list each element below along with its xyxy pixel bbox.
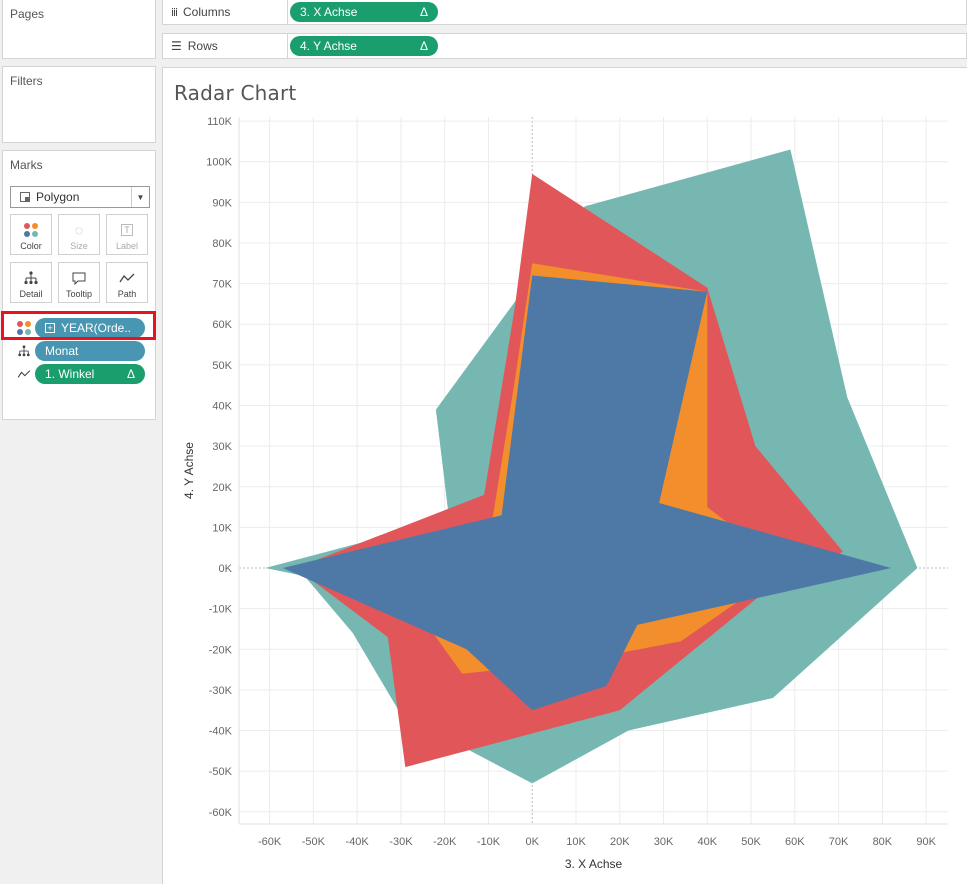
- winkel-pill-label: 1. Winkel: [45, 367, 95, 381]
- pages-title: Pages: [10, 7, 45, 21]
- size-icon: ◌: [74, 222, 84, 238]
- columns-shelf-label: ⅲ Columns: [171, 5, 230, 19]
- y-tick-label: -60K: [209, 807, 233, 819]
- columns-label: Columns: [183, 5, 231, 19]
- path-icon: [119, 269, 135, 287]
- y-tick-label: 110K: [207, 116, 233, 128]
- y-tick-label: 10K: [212, 522, 232, 534]
- columns-shelf[interactable]: ⅲ Columns 3. X Achse Δ: [162, 0, 967, 25]
- x-tick-label: 90K: [916, 836, 936, 848]
- path-shelf-icon: [15, 369, 33, 379]
- color-field-row: + YEAR(Orde..: [15, 318, 145, 338]
- path-field-row: 1. Winkel Δ: [15, 364, 145, 384]
- size-button[interactable]: ◌ Size: [58, 214, 100, 255]
- detail-button[interactable]: Detail: [10, 262, 52, 303]
- delta-icon: Δ: [126, 367, 135, 381]
- tooltip-label: Tooltip: [65, 289, 92, 299]
- x-tick-label: 30K: [654, 836, 674, 848]
- color-shelf-icon: [15, 321, 33, 335]
- marks-panel: Marks Polygon ▼ Color ◌ Size T Label Det…: [2, 150, 156, 420]
- axis-layer: -60K -50K -40K -30K -20K -10K 0K 10K 20K 30K 40K 50…: [206, 116, 948, 848]
- y-achse-pill[interactable]: 4. Y Achse Δ: [290, 36, 438, 56]
- x-tick-label: 60K: [785, 836, 805, 848]
- size-label: Size: [70, 241, 88, 251]
- mark-type-value: Polygon: [36, 190, 80, 204]
- chart-title[interactable]: Radar Chart: [174, 81, 297, 105]
- color-button[interactable]: Color: [10, 214, 52, 255]
- x-tick-label: -60K: [258, 836, 282, 848]
- x-tick-label: -30K: [389, 836, 413, 848]
- color-icon: [24, 221, 38, 239]
- label-label: Label: [115, 241, 139, 251]
- year-order-pill-label: YEAR(Orde..: [61, 321, 132, 335]
- tooltip-button[interactable]: Tooltip: [58, 262, 100, 303]
- columns-icon: ⅲ: [171, 6, 178, 19]
- series-layer: [265, 149, 918, 784]
- highlight-annotation: [1, 311, 156, 340]
- path-button[interactable]: Path: [106, 262, 148, 303]
- x-tick-label: 0K: [525, 836, 539, 848]
- y-tick-label: 50K: [212, 360, 232, 372]
- y-tick-label: 60K: [212, 319, 232, 331]
- filters-panel[interactable]: Filters: [2, 66, 156, 143]
- detail-icon: [24, 269, 38, 287]
- y-axis-title[interactable]: 4. Y Achse: [182, 442, 196, 499]
- chevron-down-icon[interactable]: ▼: [131, 187, 149, 207]
- x-tick-label: 70K: [829, 836, 849, 848]
- chart-view[interactable]: -60K -50K -40K -30K -20K -10K 0K 10K 20K 30K 40K 50…: [162, 67, 967, 884]
- y-tick-label: 0K: [219, 563, 233, 575]
- radar-polygon-4[interactable]: [282, 275, 892, 711]
- y-tick-label: 80K: [212, 238, 232, 250]
- x-tick-label: 20K: [610, 836, 630, 848]
- rows-icon: ☰: [171, 39, 182, 53]
- y-tick-label: -30K: [209, 685, 233, 697]
- x-tick-label: -10K: [477, 836, 501, 848]
- delta-icon: Δ: [419, 5, 428, 19]
- mark-type-dropdown[interactable]: Polygon ▼: [10, 186, 150, 208]
- x-tick-label: -50K: [302, 836, 326, 848]
- y-tick-label: 100K: [206, 157, 232, 169]
- x-tick-label: 10K: [566, 836, 586, 848]
- path-label: Path: [117, 289, 137, 299]
- detail-field-row: Monat: [15, 341, 145, 361]
- y-tick-label: 30K: [212, 441, 232, 453]
- rows-label: Rows: [187, 39, 218, 53]
- pages-panel[interactable]: Pages: [2, 0, 156, 59]
- y-tick-label: -10K: [209, 604, 233, 616]
- y-tick-label: -20K: [209, 644, 233, 656]
- x-achse-pill[interactable]: 3. X Achse Δ: [290, 2, 438, 22]
- color-label: Color: [20, 241, 42, 251]
- tooltip-icon: [72, 269, 86, 287]
- x-tick-label: -20K: [433, 836, 457, 848]
- delta-icon: Δ: [419, 39, 428, 53]
- monat-pill[interactable]: Monat: [35, 341, 145, 361]
- x-tick-label: 50K: [741, 836, 761, 848]
- label-icon: T: [121, 221, 133, 239]
- year-order-pill[interactable]: + YEAR(Orde..: [35, 318, 145, 338]
- y-tick-label: -40K: [209, 726, 233, 738]
- detail-label: Detail: [19, 289, 43, 299]
- x-achse-pill-label: 3. X Achse: [300, 5, 358, 19]
- x-tick-label: -40K: [346, 836, 370, 848]
- marks-title: Marks: [10, 158, 43, 172]
- expand-icon[interactable]: +: [45, 323, 55, 333]
- radar-chart[interactable]: -60K -50K -40K -30K -20K -10K 0K 10K 20K 30K 40K 50…: [163, 68, 967, 884]
- y-tick-label: 20K: [212, 482, 232, 494]
- y-tick-label: 40K: [212, 400, 232, 412]
- label-button[interactable]: T Label: [106, 214, 148, 255]
- x-tick-label: 40K: [698, 836, 718, 848]
- rows-shelf-label: ☰ Rows: [171, 39, 218, 53]
- y-tick-label: 70K: [212, 279, 232, 291]
- winkel-pill[interactable]: 1. Winkel Δ: [35, 364, 145, 384]
- y-tick-label: 90K: [212, 197, 232, 209]
- x-axis-title[interactable]: 3. X Achse: [565, 857, 623, 871]
- detail-shelf-icon: [15, 345, 33, 357]
- y-achse-pill-label: 4. Y Achse: [300, 39, 357, 53]
- rows-shelf[interactable]: ☰ Rows 4. Y Achse Δ: [162, 33, 967, 59]
- polygon-icon: [20, 192, 30, 202]
- y-tick-label: -50K: [209, 766, 233, 778]
- x-tick-label: 80K: [873, 836, 893, 848]
- filters-title: Filters: [10, 74, 43, 88]
